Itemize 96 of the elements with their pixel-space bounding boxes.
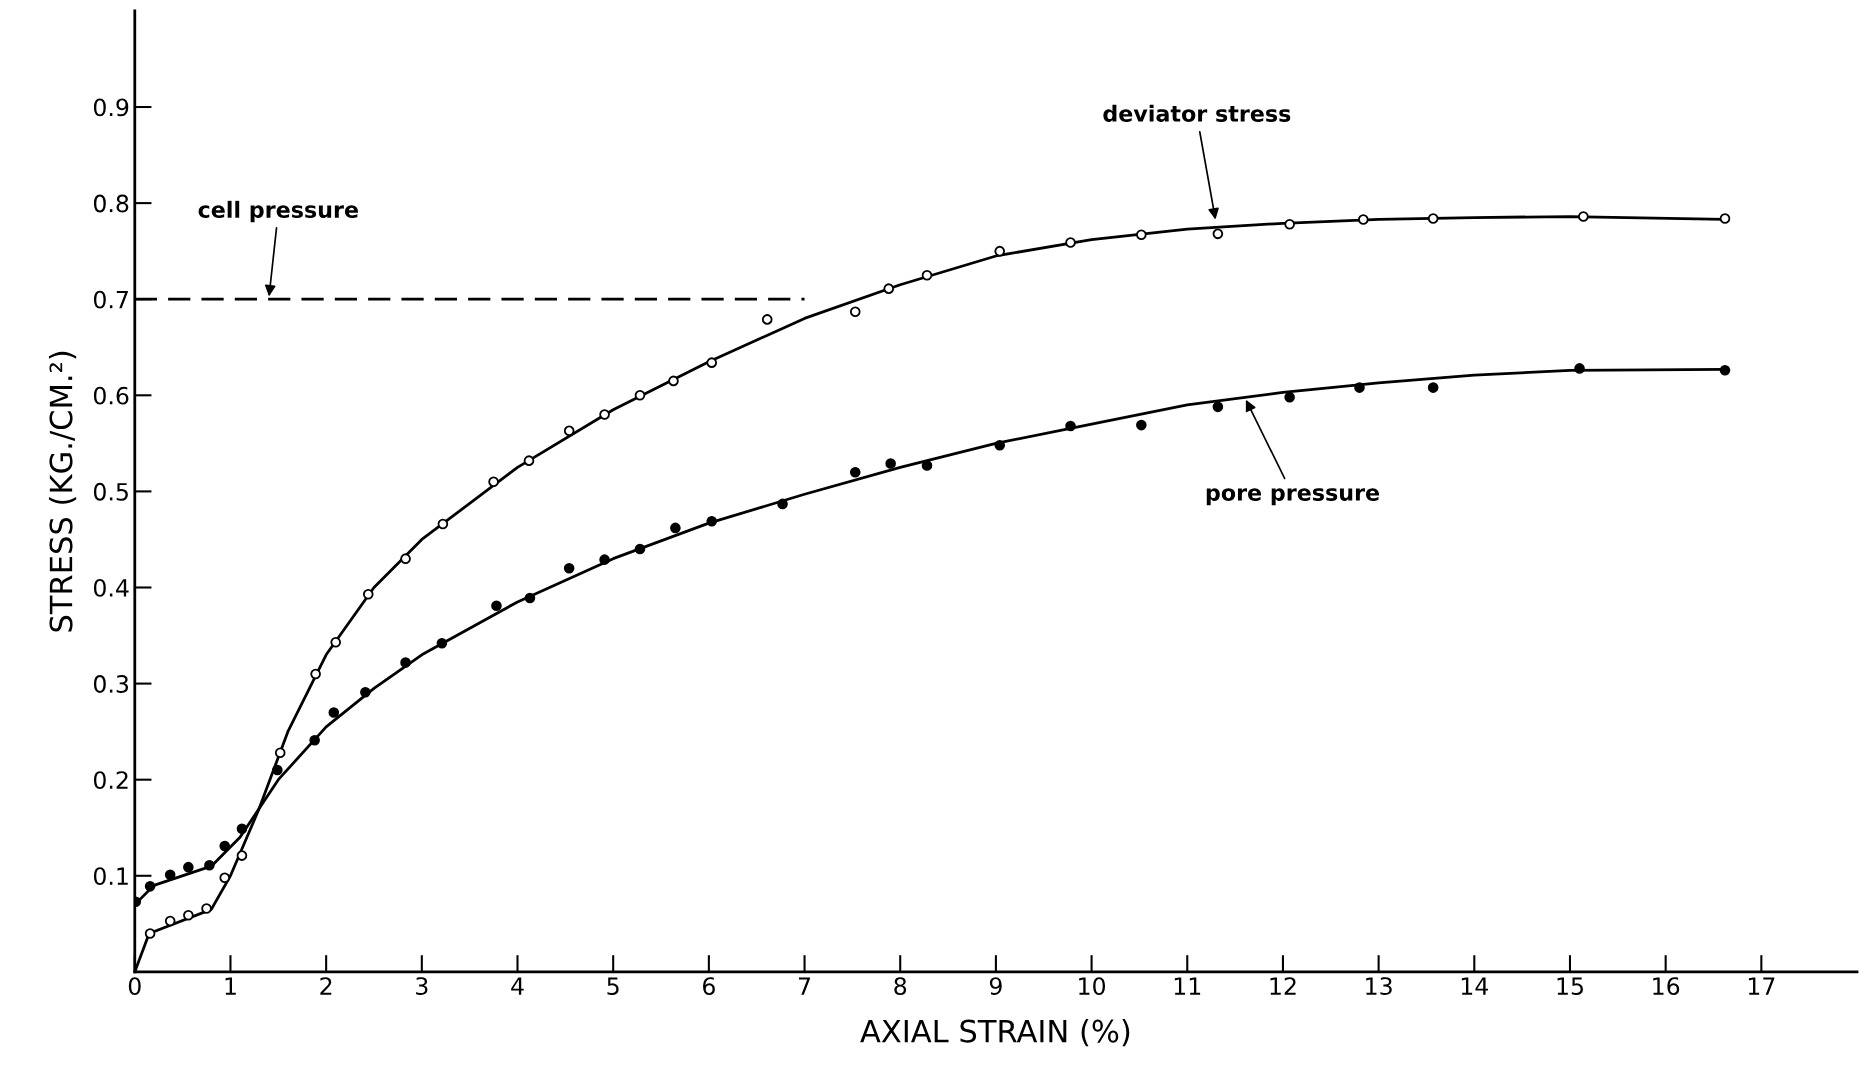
point <box>437 518 449 530</box>
point <box>272 764 283 776</box>
y-tick-label: 0.6 <box>93 386 129 405</box>
point <box>706 515 718 527</box>
y-tick-label: 0.3 <box>93 675 129 693</box>
point <box>144 881 156 892</box>
point <box>668 375 679 387</box>
point <box>330 636 342 648</box>
point <box>849 306 861 317</box>
x-tick-label: 13 <box>1366 977 1392 996</box>
point <box>204 859 215 871</box>
point <box>777 498 788 510</box>
point <box>236 850 248 861</box>
point <box>309 734 320 746</box>
point <box>436 637 448 649</box>
y-tick-label: 0.9 <box>93 98 129 117</box>
point <box>1719 213 1731 224</box>
point <box>328 707 340 718</box>
point <box>1284 391 1295 403</box>
x-tick-label: 14 <box>1461 977 1488 995</box>
x-tick-label: 16 <box>1653 977 1680 996</box>
x-tick-label: 2 <box>320 977 332 995</box>
x-tick-label: 5 <box>607 977 619 996</box>
annotation: deviator stress <box>1103 104 1291 122</box>
y-tick-label: 0.7 <box>93 290 128 309</box>
point <box>921 460 933 471</box>
x-tick-label: 9 <box>989 977 1002 996</box>
point <box>1136 419 1147 431</box>
point <box>634 543 646 555</box>
y-tick-label: 0.8 <box>93 194 129 213</box>
point <box>310 668 321 680</box>
point <box>491 600 502 612</box>
point <box>1358 214 1369 225</box>
point <box>274 747 286 759</box>
point <box>599 554 610 565</box>
point <box>164 915 176 927</box>
point <box>201 903 212 914</box>
point <box>219 840 231 852</box>
point <box>219 872 231 884</box>
x-tick-label: 17 <box>1748 977 1775 995</box>
point <box>1578 211 1589 222</box>
point <box>1136 229 1147 241</box>
point <box>360 686 371 698</box>
y-tick-label: 0.1 <box>93 867 128 886</box>
y-tick-label: 0.4 <box>93 578 129 597</box>
point <box>488 476 499 488</box>
annotation: cell pressure <box>198 200 358 223</box>
y-tick-label: 0.5 <box>93 482 128 501</box>
point <box>921 269 933 281</box>
x-tick-label: 12 <box>1270 977 1296 995</box>
point <box>144 928 156 939</box>
x-tick-label: 8 <box>894 977 907 996</box>
x-tick-label: 10 <box>1079 977 1106 996</box>
point <box>400 553 411 564</box>
point <box>1427 213 1439 224</box>
point <box>523 455 535 466</box>
point <box>1427 382 1439 393</box>
point <box>563 562 575 574</box>
point <box>236 823 248 834</box>
point <box>1284 218 1295 230</box>
point <box>183 861 194 873</box>
point <box>1212 401 1224 413</box>
x-tick-label: 1 <box>225 977 236 995</box>
point <box>1719 365 1731 376</box>
point <box>599 409 610 420</box>
annotation: pore pressure <box>1206 488 1380 506</box>
point <box>634 390 646 401</box>
point <box>706 357 718 368</box>
point <box>849 466 861 478</box>
x-tick-label: 3 <box>416 977 428 996</box>
x-tick-label: 6 <box>703 977 715 996</box>
x-axis-title: AXIAL STRAIN (%) <box>860 1019 1130 1047</box>
point <box>362 588 374 600</box>
y-axis-title: STRESS (KG./CM.²) <box>48 351 77 632</box>
point <box>885 458 896 469</box>
point <box>1574 363 1585 374</box>
point <box>994 245 1006 257</box>
x-tick-label: 4 <box>511 977 524 995</box>
point <box>524 592 536 604</box>
y-tick-label: 0.2 <box>93 771 128 789</box>
x-tick-label: 15 <box>1557 977 1583 996</box>
point <box>994 439 1006 451</box>
point <box>183 909 194 921</box>
point <box>761 314 773 325</box>
x-tick-label: 0 <box>128 977 141 996</box>
point <box>883 283 895 294</box>
point <box>563 425 575 437</box>
point <box>164 869 176 881</box>
point <box>1065 237 1076 248</box>
x-tick-label: 7 <box>798 977 811 995</box>
point <box>1065 420 1076 432</box>
point <box>1212 228 1224 240</box>
point <box>1354 382 1365 393</box>
point <box>670 522 681 534</box>
x-tick-label: 11 <box>1174 977 1201 995</box>
point <box>400 657 411 668</box>
